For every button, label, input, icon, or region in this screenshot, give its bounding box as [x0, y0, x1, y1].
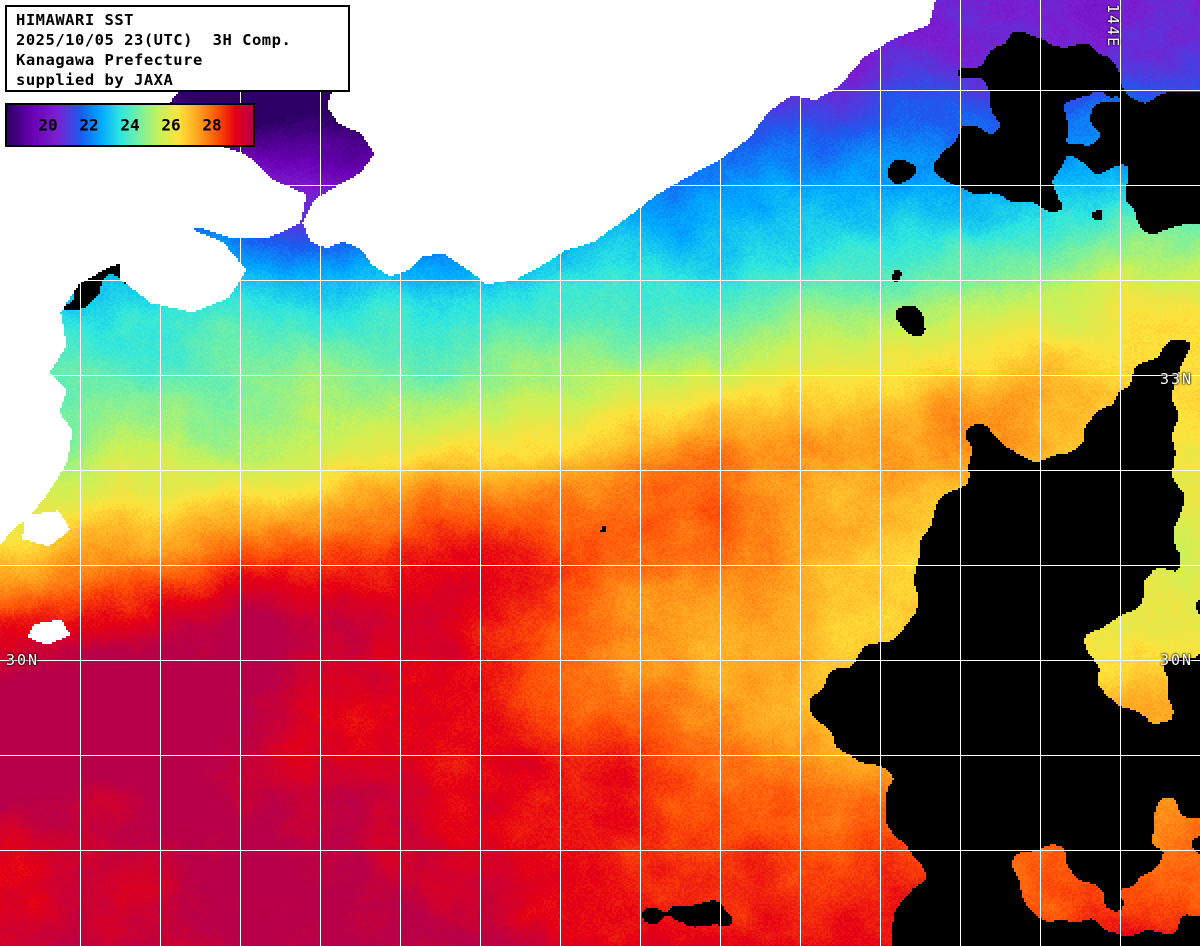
- grid-label-33n: 33N: [1160, 370, 1194, 388]
- gridline-meridian: [1040, 0, 1041, 946]
- colorbar-tick-24: 24: [120, 115, 140, 135]
- gridline-meridian: [160, 0, 161, 946]
- gridline-meridian: [960, 0, 961, 946]
- colorbar-tick-22: 22: [79, 115, 99, 135]
- gridline-meridian: [560, 0, 561, 946]
- sst-colorbar: 20 22 24 26 28: [5, 103, 255, 147]
- colorbar-tick-26: 26: [161, 115, 181, 135]
- gridline-meridian: [880, 0, 881, 946]
- gridline-parallel: [0, 280, 1200, 281]
- gridline-meridian: [720, 0, 721, 946]
- gridline-meridian: [800, 0, 801, 946]
- grid-label-144e: 144E: [1104, 4, 1122, 49]
- gridline-parallel: [0, 185, 1200, 186]
- colorbar-tick-labels: 20 22 24 26 28: [7, 105, 253, 145]
- gridline-parallel: [0, 565, 1200, 566]
- gridline-meridian: [480, 0, 481, 946]
- legend-line-title: HIMAWARI SST: [16, 11, 134, 29]
- gridline-meridian: [80, 0, 81, 946]
- grid-label-30n: 30N: [6, 651, 40, 669]
- gridline-parallel: [0, 375, 1200, 376]
- gridline-parallel: [0, 755, 1200, 756]
- grid-label-30n: 30N: [1160, 651, 1194, 669]
- colorbar-tick-28: 28: [202, 115, 222, 135]
- gridline-meridian: [320, 0, 321, 946]
- gridline-parallel: [0, 90, 1200, 91]
- colorbar-tick-20: 20: [38, 115, 58, 135]
- legend-line-agency: Kanagawa Prefecture: [16, 51, 203, 69]
- gridline-meridian: [240, 0, 241, 946]
- gridline-meridian: [1120, 0, 1121, 946]
- gridline-parallel: [0, 660, 1200, 661]
- gridline-parallel: [0, 850, 1200, 851]
- legend-title-box: HIMAWARI SST 2025/10/05 23(UTC) 3H Comp.…: [5, 5, 350, 92]
- legend-line-datetime: 2025/10/05 23(UTC) 3H Comp.: [16, 31, 292, 49]
- gridline-parallel: [0, 470, 1200, 471]
- gridline-meridian: [640, 0, 641, 946]
- gridline-meridian: [400, 0, 401, 946]
- legend-line-source: supplied by JAXA: [16, 71, 174, 89]
- colorbar-gradient: [7, 105, 253, 145]
